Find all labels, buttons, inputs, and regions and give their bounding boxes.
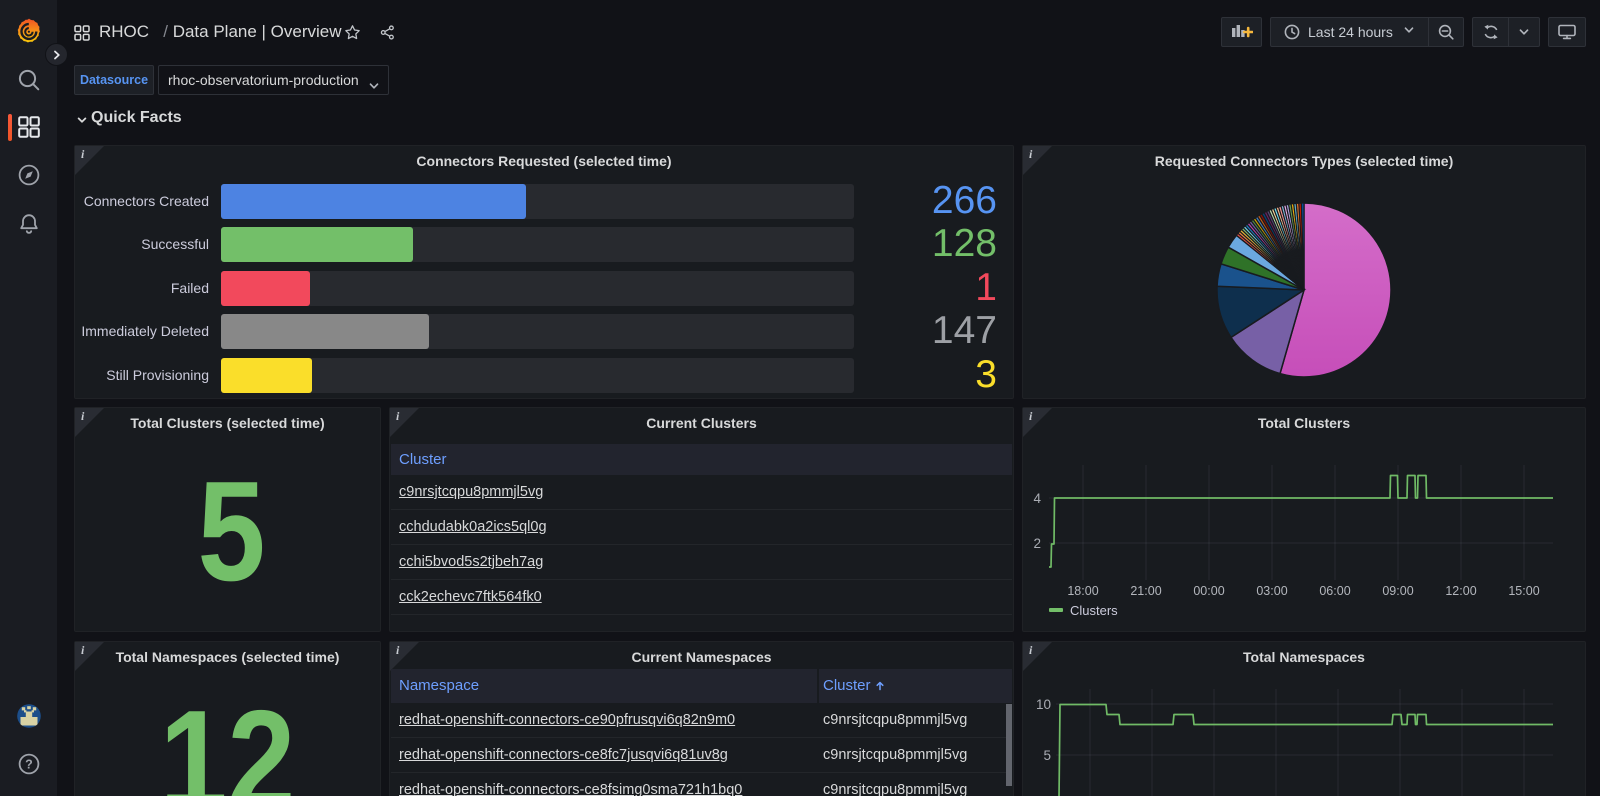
svg-text:?: ? <box>25 757 33 771</box>
